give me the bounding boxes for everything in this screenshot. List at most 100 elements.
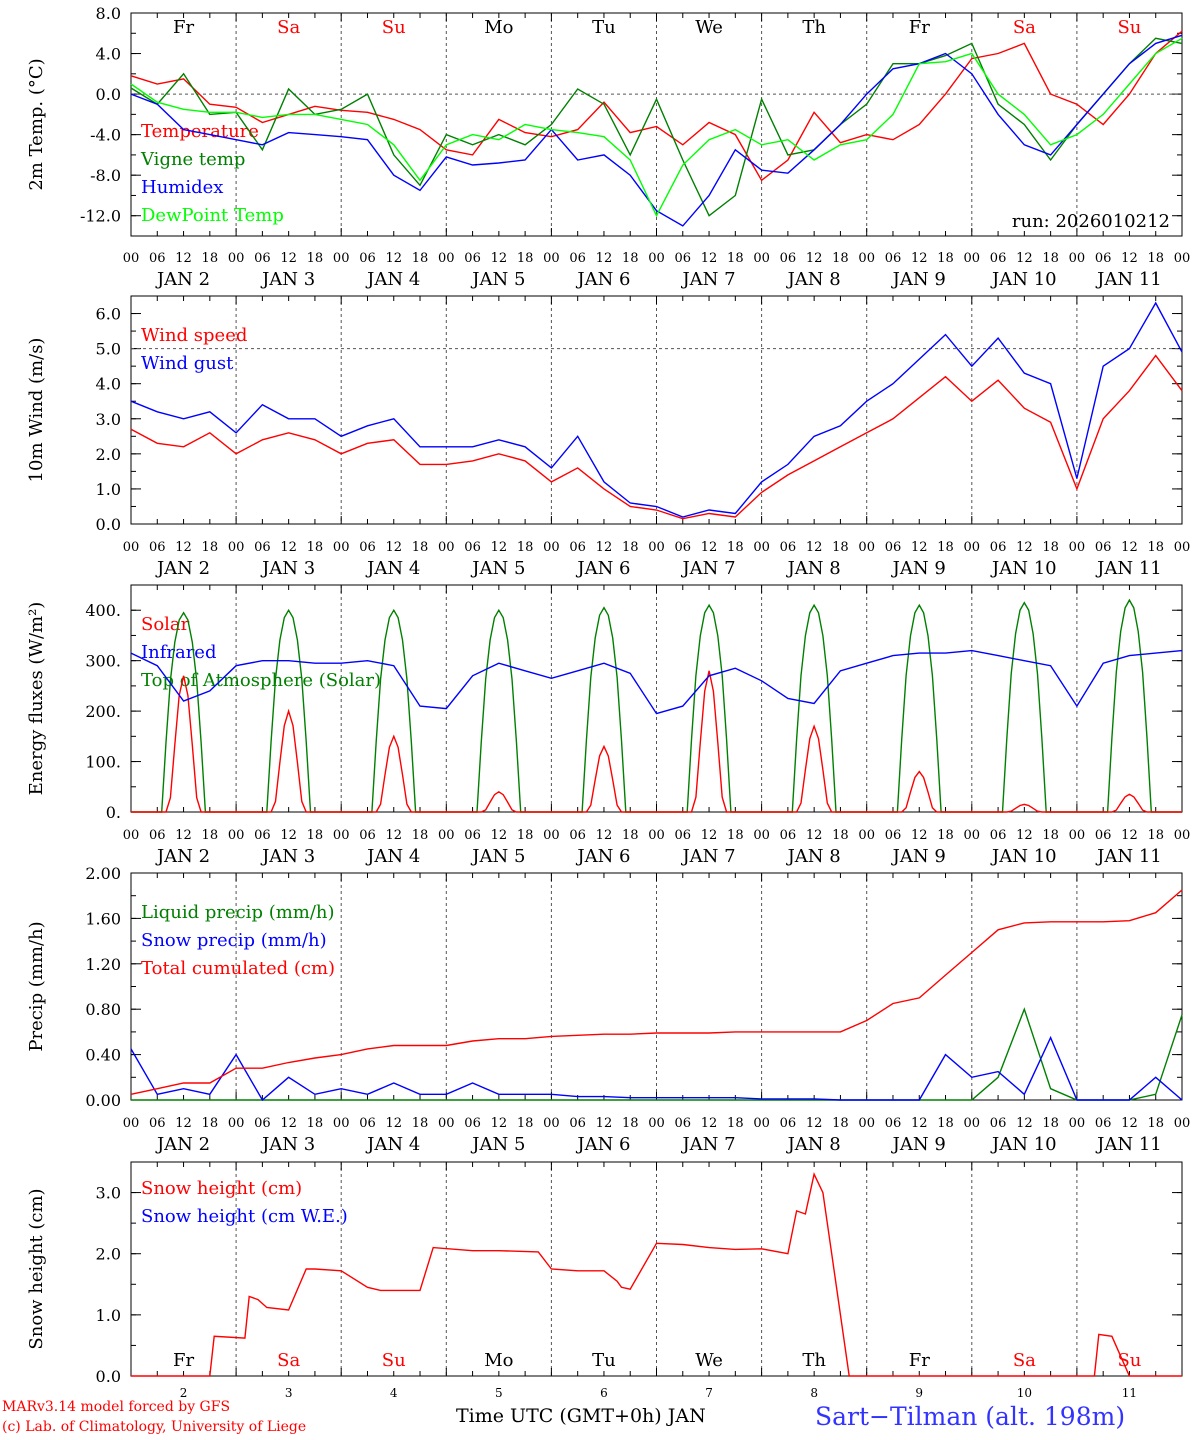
day-label: JAN 4 xyxy=(365,846,420,867)
day-label: JAN 10 xyxy=(990,558,1057,579)
run-label: run: 2026010212 xyxy=(1012,211,1170,232)
day-number-label: 11 xyxy=(1122,1386,1137,1400)
meteogram-data xyxy=(130,30,1183,1377)
hour-tick-label: 06 xyxy=(149,1116,166,1131)
hour-tick-label: 12 xyxy=(1121,251,1138,266)
y-tick-label: 3.0 xyxy=(96,410,121,429)
day-label: JAN 5 xyxy=(470,1134,525,1155)
hour-tick-label: 18 xyxy=(412,1116,429,1131)
day-label: JAN 11 xyxy=(1095,269,1162,290)
day-number-label: 6 xyxy=(600,1386,608,1400)
hour-tick-label: 00 xyxy=(333,540,350,555)
day-label: JAN 4 xyxy=(365,558,420,579)
hour-tick-label: 00 xyxy=(228,251,245,266)
hour-tick-label: 06 xyxy=(885,540,902,555)
credit-line-2: (c) Lab. of Climatology, University of L… xyxy=(2,1419,307,1435)
meteogram: 8.0 4.0 0.0 -4.0 -8.0 -12.0 2m Temp. (°C) 00 06 1… xyxy=(26,4,1191,1400)
hour-tick-label: 00 xyxy=(1174,1116,1191,1131)
hour-tick-label: 12 xyxy=(1121,540,1138,555)
day-number-label: 2 xyxy=(180,1386,188,1400)
legend-entry: Wind speed xyxy=(141,325,247,346)
hour-tick-label: 00 xyxy=(543,251,560,266)
weekday-label: Th xyxy=(802,17,826,38)
day-label: JAN 8 xyxy=(786,1134,841,1155)
day-number-label: 9 xyxy=(915,1386,923,1400)
series-temperature xyxy=(130,30,1183,182)
hour-tick-label: 00 xyxy=(438,1116,455,1131)
credit-line-1: MARv3.14 model forced by GFS xyxy=(2,1399,231,1415)
hour-tick-label: 18 xyxy=(937,1116,954,1131)
series-wind-gust xyxy=(130,301,1183,518)
y-tick-label: 2.0 xyxy=(96,445,121,464)
series-snow-precip-mm-h- xyxy=(130,1035,1183,1102)
day-label: JAN 11 xyxy=(1095,558,1162,579)
day-label: JAN 9 xyxy=(891,846,946,867)
hour-tick-label: 18 xyxy=(202,828,219,843)
hour-tick-label: 18 xyxy=(832,828,849,843)
hour-tick-label: 18 xyxy=(307,1116,324,1131)
series-vigne-temp xyxy=(130,37,1183,217)
hour-tick-label: 06 xyxy=(569,540,586,555)
series-infrared xyxy=(130,649,1183,715)
day-label: JAN 10 xyxy=(990,846,1057,867)
hour-tick-label: 18 xyxy=(202,540,219,555)
hour-tick-label: 06 xyxy=(149,828,166,843)
hour-tick-label: 00 xyxy=(964,540,981,555)
hour-tick-label: 12 xyxy=(701,540,718,555)
hour-tick-label: 18 xyxy=(202,1116,219,1131)
day-label: JAN 2 xyxy=(155,558,210,579)
y-tick-label: 3.0 xyxy=(96,1184,121,1203)
hour-tick-label: 00 xyxy=(753,251,770,266)
hour-tick-label: 18 xyxy=(307,828,324,843)
hour-tick-label: 06 xyxy=(464,1116,481,1131)
hour-tick-label: 06 xyxy=(359,251,376,266)
day-label: JAN 6 xyxy=(575,558,630,579)
hour-tick-label: 12 xyxy=(1121,1116,1138,1131)
hour-tick-label: 06 xyxy=(569,1116,586,1131)
hour-tick-label: 06 xyxy=(569,251,586,266)
legend-entry: Humidex xyxy=(141,177,223,198)
series-humidex xyxy=(130,34,1183,227)
y-tick-label: 5.0 xyxy=(96,340,121,359)
hour-tick-label: 12 xyxy=(491,1116,508,1131)
hour-tick-label: 12 xyxy=(1121,828,1138,843)
legend-entry: Snow height (cm W.E.) xyxy=(141,1206,348,1227)
y-tick-label: 8.0 xyxy=(96,4,121,23)
legend-entry: Vigne temp xyxy=(140,149,245,170)
y-tick-label: 0. xyxy=(106,803,121,822)
hour-tick-label: 06 xyxy=(1095,1116,1112,1131)
hour-tick-label: 06 xyxy=(885,251,902,266)
hour-tick-label: 00 xyxy=(858,1116,875,1131)
hour-tick-label: 00 xyxy=(543,540,560,555)
weekday-label: Th xyxy=(802,1350,826,1371)
day-number-label: 3 xyxy=(285,1386,293,1400)
hour-tick-label: 18 xyxy=(1147,1116,1164,1131)
hour-tick-label: 18 xyxy=(622,251,639,266)
hour-tick-label: 06 xyxy=(464,828,481,843)
legend-entry: Temperature xyxy=(141,121,259,142)
hour-tick-label: 00 xyxy=(753,540,770,555)
day-label: JAN 2 xyxy=(155,269,210,290)
day-label: JAN 4 xyxy=(365,269,420,290)
hour-tick-label: 00 xyxy=(1174,251,1191,266)
hour-tick-label: 06 xyxy=(780,251,797,266)
hour-tick-label: 06 xyxy=(675,828,692,843)
y-tick-label: -12.0 xyxy=(80,207,121,226)
weekday-label: We xyxy=(695,17,723,38)
day-label: JAN 5 xyxy=(470,269,525,290)
hour-tick-label: 12 xyxy=(491,540,508,555)
series-snow-height-cm- xyxy=(131,1172,1182,1377)
hour-tick-label: 12 xyxy=(806,251,823,266)
hour-tick-label: 12 xyxy=(280,251,297,266)
hour-tick-label: 12 xyxy=(385,251,402,266)
hour-tick-label: 18 xyxy=(622,828,639,843)
day-label: JAN 9 xyxy=(891,269,946,290)
day-number-label: 7 xyxy=(705,1386,713,1400)
day-label: JAN 8 xyxy=(786,558,841,579)
day-number-label: 5 xyxy=(495,1386,503,1400)
y-tick-label: 0.0 xyxy=(96,515,121,534)
hour-tick-label: 06 xyxy=(149,251,166,266)
hour-tick-label: 12 xyxy=(175,828,192,843)
hour-tick-label: 06 xyxy=(885,828,902,843)
y-tick-label: 4.0 xyxy=(96,45,121,64)
